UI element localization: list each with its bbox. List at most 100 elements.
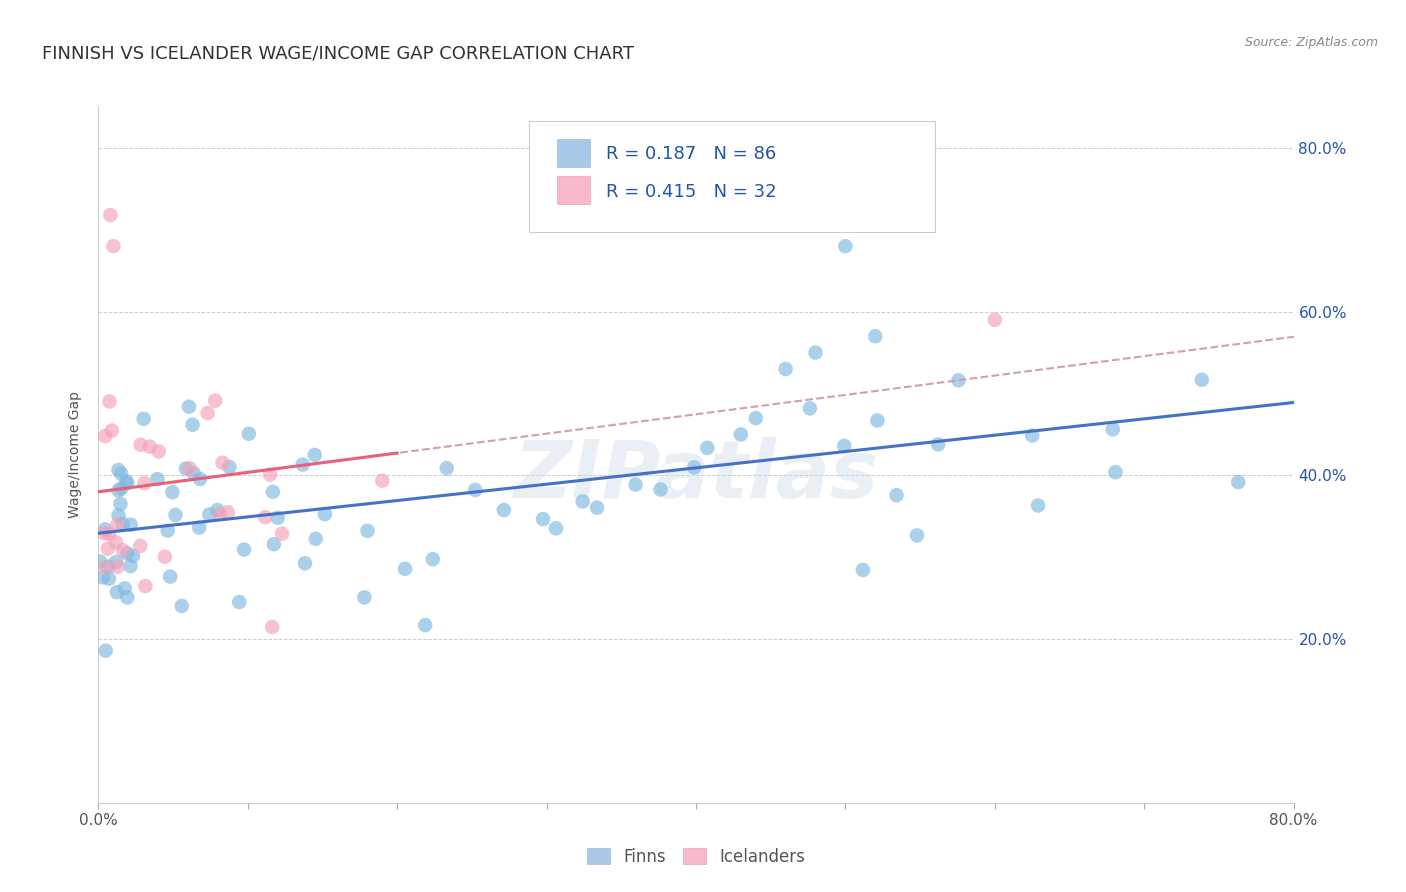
Point	[197, 406, 219, 420]
Point	[927, 437, 949, 451]
Point	[115, 546, 138, 560]
Point	[122, 549, 145, 563]
Legend: Finns, Icelanders: Finns, Icelanders	[578, 839, 814, 874]
Point	[544, 521, 567, 535]
Point	[162, 485, 184, 500]
Point	[218, 460, 240, 475]
Point	[254, 510, 277, 524]
Point	[188, 472, 211, 486]
Point	[799, 401, 821, 416]
Point	[97, 559, 120, 574]
Point	[111, 517, 134, 532]
FancyBboxPatch shape	[557, 139, 589, 167]
Point	[115, 474, 138, 488]
Point	[271, 526, 294, 541]
Point	[129, 539, 152, 553]
Point	[139, 440, 162, 454]
Point	[170, 599, 193, 613]
Point	[804, 345, 827, 359]
Point	[110, 497, 132, 511]
Point	[105, 555, 128, 569]
Text: Source: ZipAtlas.com: Source: ZipAtlas.com	[1244, 36, 1378, 49]
Text: R = 0.415   N = 32: R = 0.415 N = 32	[606, 183, 778, 201]
Point	[464, 483, 486, 497]
Point	[101, 424, 124, 438]
Point	[745, 411, 768, 425]
Point	[775, 362, 797, 376]
Point	[314, 507, 336, 521]
Point	[105, 517, 128, 532]
Point	[262, 484, 284, 499]
Point	[104, 535, 127, 549]
Point	[117, 476, 139, 491]
Point	[134, 476, 156, 491]
Point	[105, 585, 128, 599]
Point	[267, 510, 290, 524]
Point	[263, 537, 285, 551]
Point	[492, 503, 515, 517]
Point	[865, 329, 887, 343]
Text: FINNISH VS ICELANDER WAGE/INCOME GAP CORRELATION CHART: FINNISH VS ICELANDER WAGE/INCOME GAP COR…	[42, 45, 634, 62]
Point	[114, 582, 136, 596]
Point	[834, 239, 856, 253]
Point	[948, 373, 970, 387]
Point	[259, 467, 281, 482]
Point	[886, 488, 908, 502]
Point	[905, 528, 928, 542]
Point	[107, 483, 129, 498]
Point	[1021, 428, 1043, 442]
Point	[103, 239, 125, 253]
Point	[165, 508, 187, 522]
Point	[153, 549, 176, 564]
Point	[1191, 373, 1213, 387]
Point	[179, 461, 201, 475]
Point	[117, 591, 139, 605]
Point	[984, 313, 1007, 327]
Text: ZIPatlas: ZIPatlas	[513, 437, 879, 515]
Point	[97, 541, 120, 556]
Point	[91, 570, 114, 584]
Point	[294, 557, 316, 571]
FancyBboxPatch shape	[557, 177, 589, 203]
Point	[120, 517, 142, 532]
Point	[238, 426, 260, 441]
Point	[98, 208, 122, 222]
Point	[94, 522, 117, 536]
Point	[204, 393, 226, 408]
Point	[233, 542, 256, 557]
Text: R = 0.187   N = 86: R = 0.187 N = 86	[606, 145, 776, 163]
Point	[696, 441, 718, 455]
Point	[98, 394, 121, 409]
Point	[211, 456, 233, 470]
Point	[159, 569, 181, 583]
Point	[436, 461, 458, 475]
Point	[624, 477, 647, 491]
Point	[148, 444, 170, 458]
Point	[852, 563, 875, 577]
Point	[93, 526, 115, 541]
Point	[371, 474, 394, 488]
Point	[262, 620, 284, 634]
Point	[134, 579, 156, 593]
Point	[217, 505, 239, 519]
Point	[129, 438, 152, 452]
Point	[177, 400, 200, 414]
Point	[866, 413, 889, 427]
Point	[97, 526, 120, 541]
Y-axis label: Wage/Income Gap: Wage/Income Gap	[69, 392, 83, 518]
Point	[188, 520, 211, 534]
Point	[132, 411, 155, 425]
Point	[120, 559, 142, 574]
Point	[208, 507, 231, 521]
Point	[89, 555, 111, 569]
Point	[107, 559, 129, 574]
Point	[198, 508, 221, 522]
FancyBboxPatch shape	[529, 121, 935, 232]
Point	[531, 512, 554, 526]
Point	[174, 461, 197, 475]
Point	[228, 595, 250, 609]
Point	[305, 532, 328, 546]
Point	[304, 448, 326, 462]
Point	[94, 560, 117, 574]
Point	[1227, 475, 1250, 490]
